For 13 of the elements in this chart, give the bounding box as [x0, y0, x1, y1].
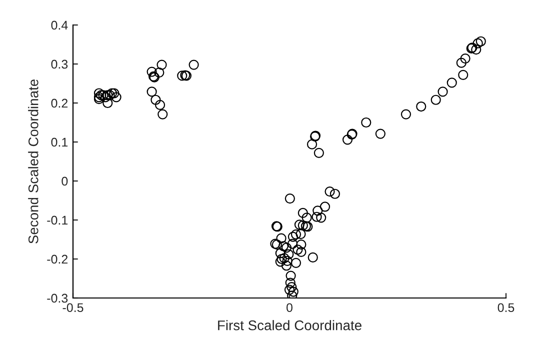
y-tick-label: 0.4 — [51, 20, 68, 30]
y-axis-title: Second Scaled Coordinate — [28, 79, 38, 244]
y-tick-label: 0.1 — [51, 138, 68, 147]
y-tick-label: -0.1 — [47, 216, 68, 225]
y-tick-label: 0.3 — [51, 60, 68, 69]
y-tick-label: -0.3 — [47, 294, 68, 303]
y-tick-label: 0.2 — [51, 98, 68, 108]
y-tick-label: -0.2 — [47, 254, 68, 264]
x-tick-label: -0.5 — [62, 303, 84, 312]
x-tick-label: 0 — [286, 303, 292, 312]
x-tick-label: 0.5 — [498, 303, 514, 312]
y-tick-label: 0 — [62, 176, 68, 186]
x-axis-title: First Scaled Coordinate — [218, 320, 362, 330]
